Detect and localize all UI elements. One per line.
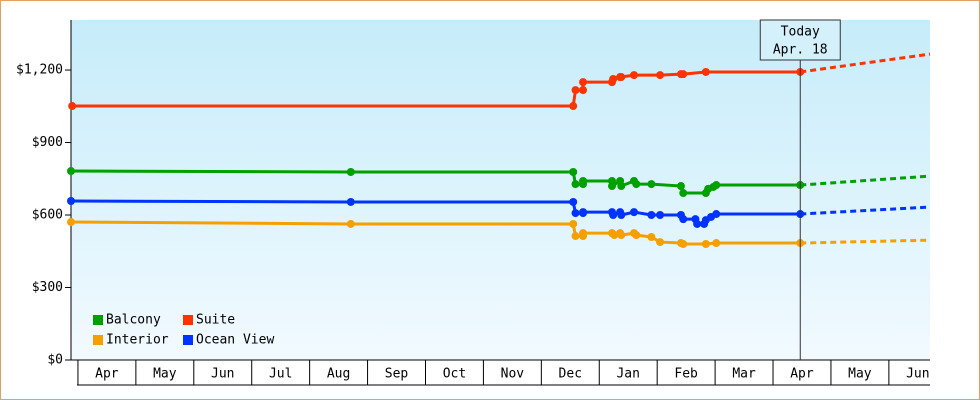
x-tick-label: May [848, 367, 872, 382]
data-point [676, 182, 685, 191]
legend-swatch [93, 335, 103, 345]
data-point [656, 238, 665, 247]
data-point [579, 208, 588, 217]
data-point [569, 197, 578, 206]
x-tick-label: Jan [616, 367, 639, 382]
y-tick-label: $0 [47, 353, 63, 368]
legend-swatch [183, 335, 193, 345]
data-point [346, 168, 355, 177]
data-point [571, 86, 580, 95]
legend-swatch [183, 315, 193, 325]
x-tick-label: Apr [95, 367, 119, 382]
data-point [569, 219, 578, 228]
data-point [617, 211, 626, 220]
data-point [571, 209, 580, 218]
data-point [346, 219, 355, 228]
data-point [647, 180, 656, 189]
y-tick-label: $900 [32, 135, 63, 150]
data-point [630, 208, 639, 217]
data-point [571, 232, 580, 241]
plot-area [71, 20, 930, 360]
data-point [68, 102, 77, 111]
data-point [679, 240, 688, 249]
today-label: Apr. 18 [773, 43, 828, 58]
data-point [346, 197, 355, 206]
data-point [67, 167, 75, 176]
legend-label: Ocean View [196, 333, 274, 348]
x-tick-label: Jun [906, 367, 929, 382]
data-point [712, 210, 721, 219]
x-tick-label: Apr [790, 367, 814, 382]
y-tick-label: $600 [32, 208, 63, 223]
data-point [609, 211, 618, 220]
data-point [679, 70, 688, 79]
x-tick-label: Mar [732, 367, 756, 382]
x-tick-label: Oct [443, 367, 466, 382]
x-tick-label: Feb [674, 367, 698, 382]
data-point [617, 231, 626, 240]
legend-label: Balcony [106, 313, 161, 328]
data-point [712, 181, 721, 190]
data-point [608, 182, 617, 191]
today-box [759, 19, 841, 61]
data-point [656, 71, 665, 80]
data-point [632, 231, 641, 240]
data-point [67, 218, 75, 227]
data-point [617, 73, 626, 82]
data-point [693, 219, 702, 228]
data-point [701, 240, 710, 249]
forecast-line [800, 52, 931, 74]
data-point [701, 67, 710, 76]
today-label: Today [781, 25, 820, 40]
data-point [579, 86, 588, 95]
data-point [571, 180, 580, 189]
y-tick-label: $300 [32, 280, 63, 295]
x-tick-label: Jun [211, 367, 234, 382]
data-point [579, 176, 588, 185]
data-point [609, 74, 618, 83]
data-point [632, 180, 641, 189]
forecast-line [800, 238, 931, 245]
y-tick-label: $1,200 [16, 63, 63, 78]
forecast-line [800, 174, 931, 187]
data-point [579, 78, 588, 87]
data-point [647, 233, 656, 242]
data-point [569, 168, 578, 177]
legend-swatch [93, 315, 103, 325]
data-point [647, 211, 656, 220]
x-tick-label: Jul [269, 367, 292, 382]
data-point [679, 215, 688, 224]
x-tick-label: Sep [385, 367, 409, 382]
legend-label: Suite [196, 313, 235, 328]
data-point [617, 182, 626, 191]
data-point [67, 196, 75, 205]
x-tick-label: May [153, 367, 177, 382]
data-point [656, 211, 665, 220]
data-point [712, 239, 721, 248]
x-tick-label: Aug [327, 367, 350, 382]
data-point [579, 229, 588, 238]
x-tick-label: Nov [501, 367, 525, 382]
legend-label: Interior [106, 333, 169, 348]
data-point [630, 71, 639, 80]
forecast-line [800, 205, 931, 216]
data-point [679, 189, 688, 198]
data-point [569, 102, 578, 111]
x-tick-label: Dec [559, 367, 582, 382]
